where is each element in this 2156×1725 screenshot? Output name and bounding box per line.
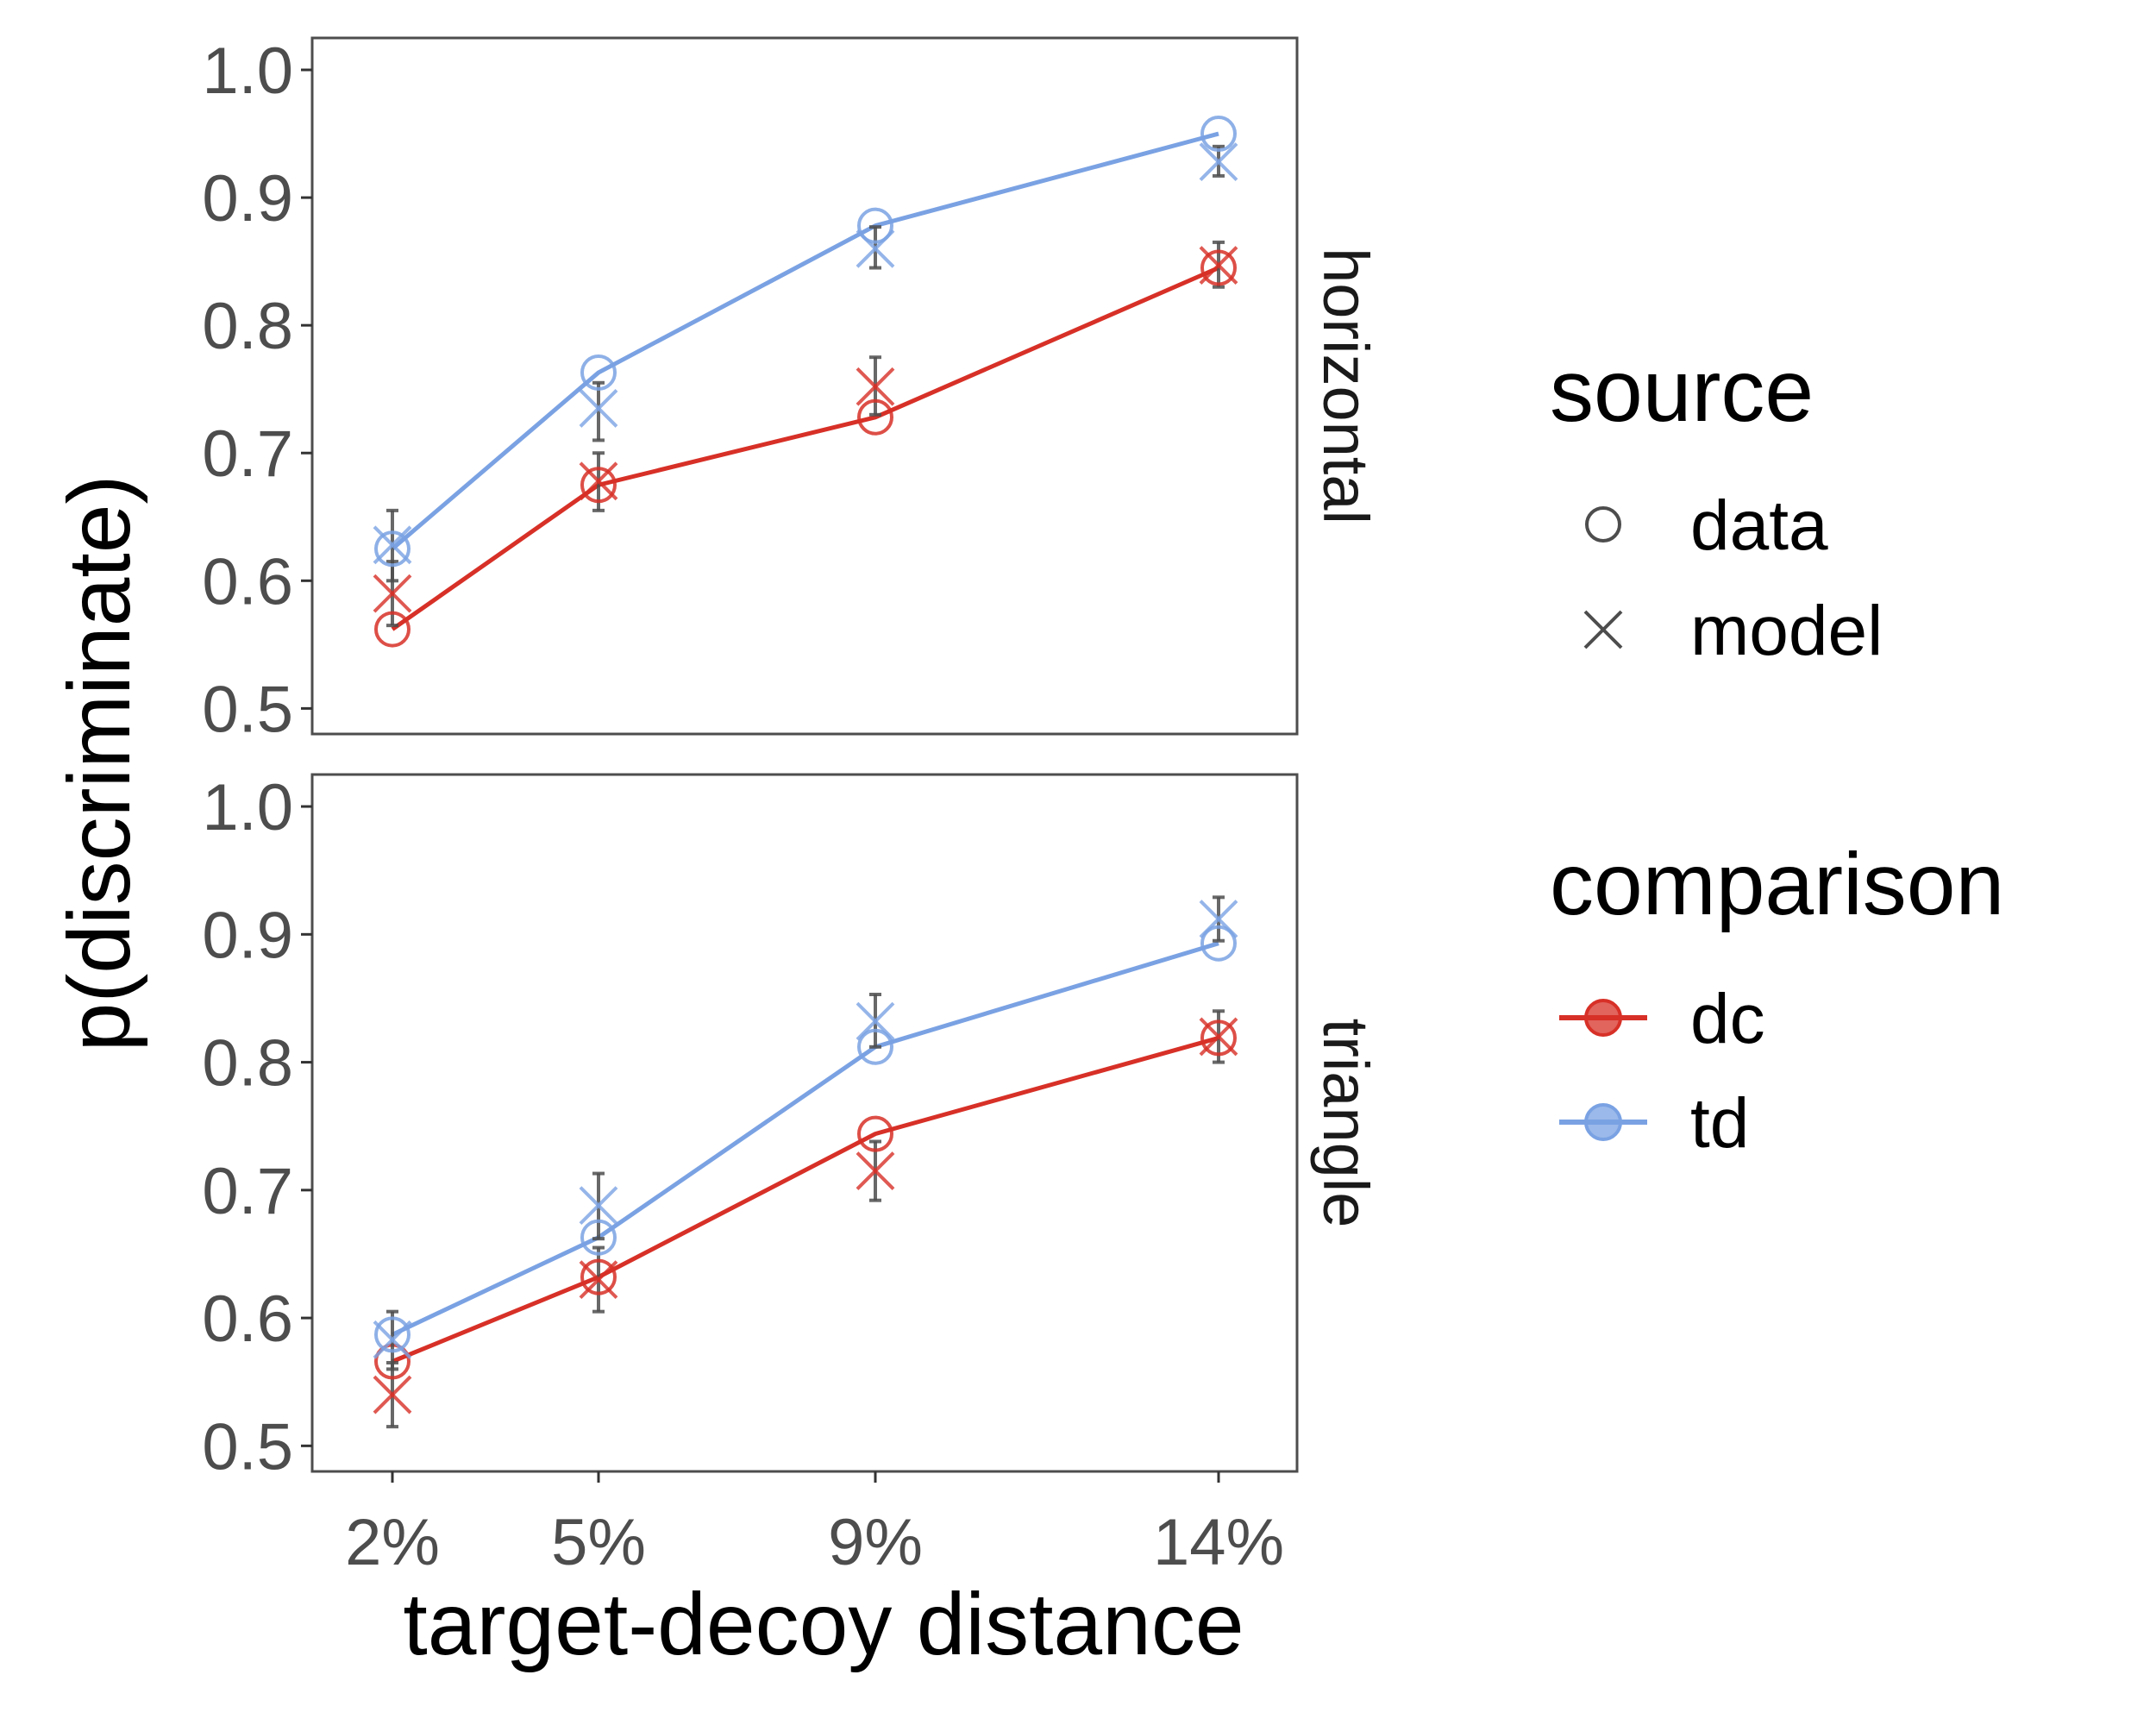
y-tick-label: 0.6 bbox=[202, 1283, 293, 1356]
y-tick-label: 0.8 bbox=[202, 290, 293, 363]
x-tick-label: 2% bbox=[345, 1506, 440, 1579]
model-point bbox=[373, 525, 412, 565]
x-tick-label: 5% bbox=[551, 1506, 646, 1579]
model-cross-stroke bbox=[373, 525, 412, 565]
y-tick-label: 0.6 bbox=[202, 545, 293, 618]
model-point bbox=[373, 574, 412, 613]
panel-border bbox=[310, 36, 1299, 736]
model-cross-stroke bbox=[856, 367, 895, 406]
data-point bbox=[580, 1258, 617, 1295]
legend-model-cross-icon bbox=[1583, 610, 1623, 649]
data-point bbox=[1200, 925, 1237, 962]
model-point bbox=[579, 1186, 618, 1226]
y-tick-label: 0.7 bbox=[202, 1155, 293, 1228]
model-point bbox=[856, 367, 895, 406]
legend-dc-dot-icon bbox=[1584, 999, 1622, 1037]
model-cross-stroke bbox=[1199, 142, 1238, 182]
legend-comparison: comparison dc td bbox=[1550, 835, 2004, 1163]
series-td bbox=[373, 895, 1238, 1371]
legend-data-circle-icon bbox=[1585, 506, 1621, 543]
model-point bbox=[579, 461, 618, 501]
data-point bbox=[857, 207, 893, 244]
legend-td-label: td bbox=[1690, 1084, 1749, 1163]
series-line-dc bbox=[392, 1036, 1219, 1364]
legend-data-label: data bbox=[1690, 486, 1828, 565]
y-tick-label: 0.9 bbox=[202, 162, 293, 235]
legend-source-title: source bbox=[1550, 342, 1814, 440]
facet-panel-horizontal: 0.5 0.6 0.7 0.8 0.9 1.0 horizontal bbox=[202, 34, 1382, 746]
model-cross-stroke bbox=[856, 1151, 895, 1191]
facet-panels: 0.5 0.6 0.7 0.8 0.9 1.0 horizontal 0.5 0.6 0.7 0.8… bbox=[202, 34, 1382, 1579]
series-line-dc bbox=[391, 266, 1219, 631]
facet-strip-label: horizontal bbox=[1310, 248, 1382, 524]
series-line-td bbox=[391, 941, 1219, 1337]
x-axis-title: target-decoy distance bbox=[403, 1575, 1244, 1673]
series-dc bbox=[373, 240, 1238, 648]
data-point bbox=[1200, 249, 1237, 286]
model-cross-stroke bbox=[579, 1186, 618, 1226]
model-cross-stroke bbox=[579, 461, 618, 501]
legend-model-label: model bbox=[1690, 592, 1883, 670]
panel-border bbox=[310, 773, 1299, 1473]
y-tick-label: 0.9 bbox=[202, 899, 293, 972]
data-point bbox=[857, 1028, 893, 1065]
data-point bbox=[857, 1115, 893, 1152]
facet-panel-triangle: 0.5 0.6 0.7 0.8 0.9 1.0 triangle 2% 5% 9% 14% bbox=[202, 771, 1382, 1579]
data-point bbox=[374, 611, 411, 648]
x-tick-label: 14% bbox=[1153, 1506, 1284, 1579]
y-tick-label: 0.8 bbox=[202, 1027, 293, 1101]
data-point bbox=[580, 354, 617, 391]
model-point bbox=[579, 388, 618, 428]
legend-comparison-title: comparison bbox=[1550, 835, 2004, 933]
model-point bbox=[856, 1151, 895, 1191]
y-tick-label: 0.5 bbox=[202, 1410, 293, 1484]
error-bar bbox=[592, 380, 605, 442]
series-td bbox=[373, 116, 1238, 583]
series-dc bbox=[373, 1009, 1238, 1429]
legend-source: source data model bbox=[1550, 342, 1883, 670]
y-tick-label: 1.0 bbox=[202, 771, 293, 844]
y-tick-label: 0.7 bbox=[202, 417, 293, 491]
data-point bbox=[374, 530, 411, 568]
data-point bbox=[857, 398, 893, 436]
legend-dc-label: dc bbox=[1690, 980, 1765, 1058]
y-axis-title: p(discriminate) bbox=[50, 475, 148, 1052]
facet-strip-label: triangle bbox=[1310, 1019, 1382, 1228]
data-point bbox=[1200, 116, 1237, 153]
model-point bbox=[1199, 142, 1238, 182]
data-point bbox=[580, 467, 617, 504]
data-point bbox=[1200, 1019, 1237, 1057]
model-cross-stroke bbox=[579, 388, 618, 428]
model-cross-stroke bbox=[373, 574, 412, 613]
model-point bbox=[373, 1375, 412, 1414]
data-point bbox=[374, 1316, 411, 1353]
model-point bbox=[373, 1320, 412, 1359]
legend-td-dot-icon bbox=[1584, 1103, 1622, 1141]
y-tick-label: 0.5 bbox=[202, 673, 293, 746]
series-line-td bbox=[391, 131, 1219, 551]
y-tick-label: 1.0 bbox=[202, 34, 293, 108]
model-cross-stroke bbox=[373, 1320, 412, 1359]
data-point bbox=[580, 1219, 617, 1256]
model-cross-stroke bbox=[373, 1375, 412, 1414]
x-tick-label: 9% bbox=[828, 1506, 923, 1579]
